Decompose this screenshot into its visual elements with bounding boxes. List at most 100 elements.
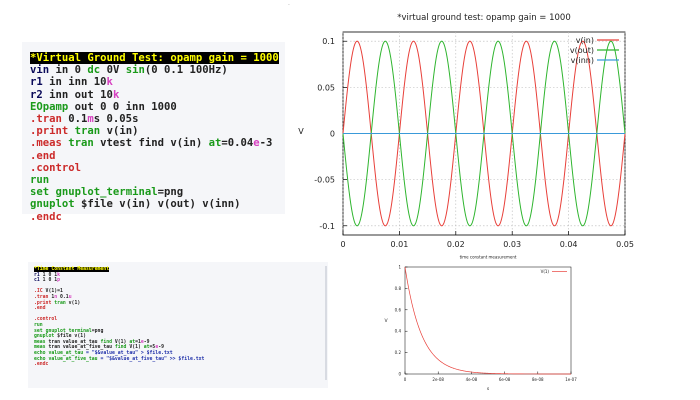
- code2-token: V(1): [112, 340, 129, 345]
- chart1-y-tick-label: 0.05: [317, 83, 335, 92]
- code2-token: echo: [34, 357, 46, 362]
- code2-token: tran: [54, 301, 66, 306]
- chart2-legend-label: V(1): [541, 269, 550, 274]
- code2-token: .tran: [34, 295, 48, 300]
- code1-token: r2: [30, 89, 43, 101]
- chart2-x-tick-label: 0: [404, 377, 407, 382]
- chart2-title: time constant measurement: [460, 255, 517, 260]
- code2-token: =png: [92, 329, 104, 334]
- code2-token: find: [100, 340, 112, 345]
- chart1-title: *virtual ground test: opamp gain = 1000: [397, 13, 571, 23]
- chart2-x-tick-label: 1e-07: [565, 377, 577, 382]
- chart1-y-tick-label: 0: [330, 130, 335, 139]
- code1-line: .tran 0.1ms 0.05s: [30, 113, 285, 125]
- code2-token: 1 0 1: [40, 278, 57, 283]
- code1-line: r2 inn out 10k: [30, 89, 285, 101]
- code1-token: dc: [87, 64, 100, 76]
- code1-line: run: [30, 174, 285, 186]
- code1-line: .meas tran vtest find v(in) at=0.04e-3: [30, 137, 285, 149]
- code1-line: EOpamp out 0 0 inn 1000: [30, 101, 285, 113]
- code2-token: run: [34, 323, 43, 328]
- chart1-x-tick-label: 0: [340, 240, 345, 249]
- chart1-legend-label: v(in): [576, 36, 594, 45]
- chart1-legend-label: v(out): [570, 46, 594, 55]
- code2-token: .control: [34, 317, 57, 322]
- code1-line: vin in 0 dc 0V sin(0 0.1 100Hz): [30, 64, 285, 76]
- code1-token: $file v(in) v(out) v(inn): [75, 198, 241, 210]
- code1-token: run: [30, 174, 49, 186]
- code1-line: .control: [30, 162, 285, 174]
- chart2-y-tick-label: 0.6: [395, 307, 402, 312]
- chart1-y-tick-label: -0.05: [314, 176, 335, 185]
- code2-token: -9: [158, 345, 164, 350]
- code2-token: .endc: [34, 362, 48, 367]
- code1-token: =0.04: [221, 137, 253, 149]
- code1-token: in 0: [49, 64, 87, 76]
- code1-line: set gnuplot_terminal=png: [30, 186, 285, 198]
- code2-token: meas: [34, 345, 46, 350]
- chart2-y-tick-label: 0.8: [395, 286, 402, 291]
- code2-token: = "$&value_at_five_tau" >> $file.txt: [98, 357, 205, 362]
- code2-token: -9: [144, 340, 150, 345]
- code1-token: at: [209, 137, 222, 149]
- code2-token: gnuplot_terminal: [46, 329, 92, 334]
- code1-line: .endc: [30, 211, 285, 223]
- chart1-legend-label: v(inn): [571, 56, 594, 65]
- code1-token: *Virtual Ground Test: opamp gain = 1000: [30, 52, 279, 64]
- code1-token: gnuplot: [30, 198, 75, 210]
- code1-token: (0 0.1 100Hz): [145, 64, 228, 76]
- code1-token: set: [30, 186, 49, 198]
- chart-time-constant: time constant measurement V s 0 2e-08 4e-0…: [378, 254, 578, 394]
- code1-token: vin: [30, 64, 49, 76]
- code1-token: .control: [30, 162, 81, 174]
- code1-token: -3: [260, 137, 273, 149]
- code1-line: .end: [30, 150, 285, 162]
- chart1-x-tick-label: 0.03: [503, 240, 521, 249]
- code1-token: .print: [30, 125, 68, 137]
- code-block-time-constant[interactable]: *Time Constant Measurement r1 1 0 1k c1 1 …: [28, 262, 328, 388]
- code2-token: find: [115, 345, 127, 350]
- chart1-x-tick-label: 0.04: [560, 240, 578, 249]
- code1-token: out 0 0 inn 1000: [68, 101, 176, 113]
- code1-line: *Virtual Ground Test: opamp gain = 1000: [30, 52, 285, 64]
- code1-token: .meas: [30, 137, 62, 149]
- chart2-x-tick-label: 6e-08: [499, 377, 511, 382]
- code1-token: 0.1: [62, 113, 88, 125]
- code1-token: v(in): [100, 125, 138, 137]
- code1-token: sin: [126, 64, 145, 76]
- code1-token: r1: [30, 76, 43, 88]
- code2-token: 1 0 1: [40, 273, 57, 278]
- code1-token: 0V: [100, 64, 126, 76]
- chart1-y-tick-label: -0.1: [319, 222, 335, 231]
- code2-token: p: [57, 278, 60, 283]
- code2-token: .end: [34, 306, 46, 311]
- code-block-scrollbar[interactable]: [325, 266, 327, 380]
- code2-token: V(1): [126, 345, 143, 350]
- code2-token: gnuplot: [34, 334, 54, 339]
- code1-token: tran: [68, 137, 94, 149]
- code1-token: k: [113, 89, 119, 101]
- code2-token: value_at_five_tau: [48, 357, 97, 362]
- code2-token: = "$&value_at_tau" > $file.txt: [83, 351, 173, 356]
- code1-token: inn out 10: [43, 89, 113, 101]
- code2-token: 0.1: [57, 295, 69, 300]
- code2-line: .endc: [34, 362, 328, 368]
- chart2-x-tick-label: 8e-08: [532, 377, 544, 382]
- chart2-x-tick-label: 4e-08: [466, 377, 478, 382]
- code2-token: echo: [34, 351, 46, 356]
- code2-token: *Time Constant Measurement: [34, 267, 109, 272]
- code1-token: k: [107, 76, 113, 88]
- code2-token: tran value_at_tau: [46, 340, 101, 345]
- code2-token: set: [34, 329, 43, 334]
- code1-token: =png: [158, 186, 184, 198]
- chart1-background: [294, 6, 654, 258]
- code1-line: gnuplot $file v(in) v(out) v(inn): [30, 198, 285, 210]
- code1-token: .end: [30, 150, 56, 162]
- code2-token: V(1)=1: [43, 289, 63, 294]
- chart1-x-tick-label: 0.02: [447, 240, 465, 249]
- code2-token: .print: [34, 301, 51, 306]
- code1-token: vtest find v(in): [94, 137, 209, 149]
- code-block-virtual-ground[interactable]: *Virtual Ground Test: opamp gain = 1000 v…: [22, 42, 285, 214]
- chart1-x-tick-label: 0.01: [390, 240, 408, 249]
- chart2-y-tick-label: 0.2: [395, 350, 402, 355]
